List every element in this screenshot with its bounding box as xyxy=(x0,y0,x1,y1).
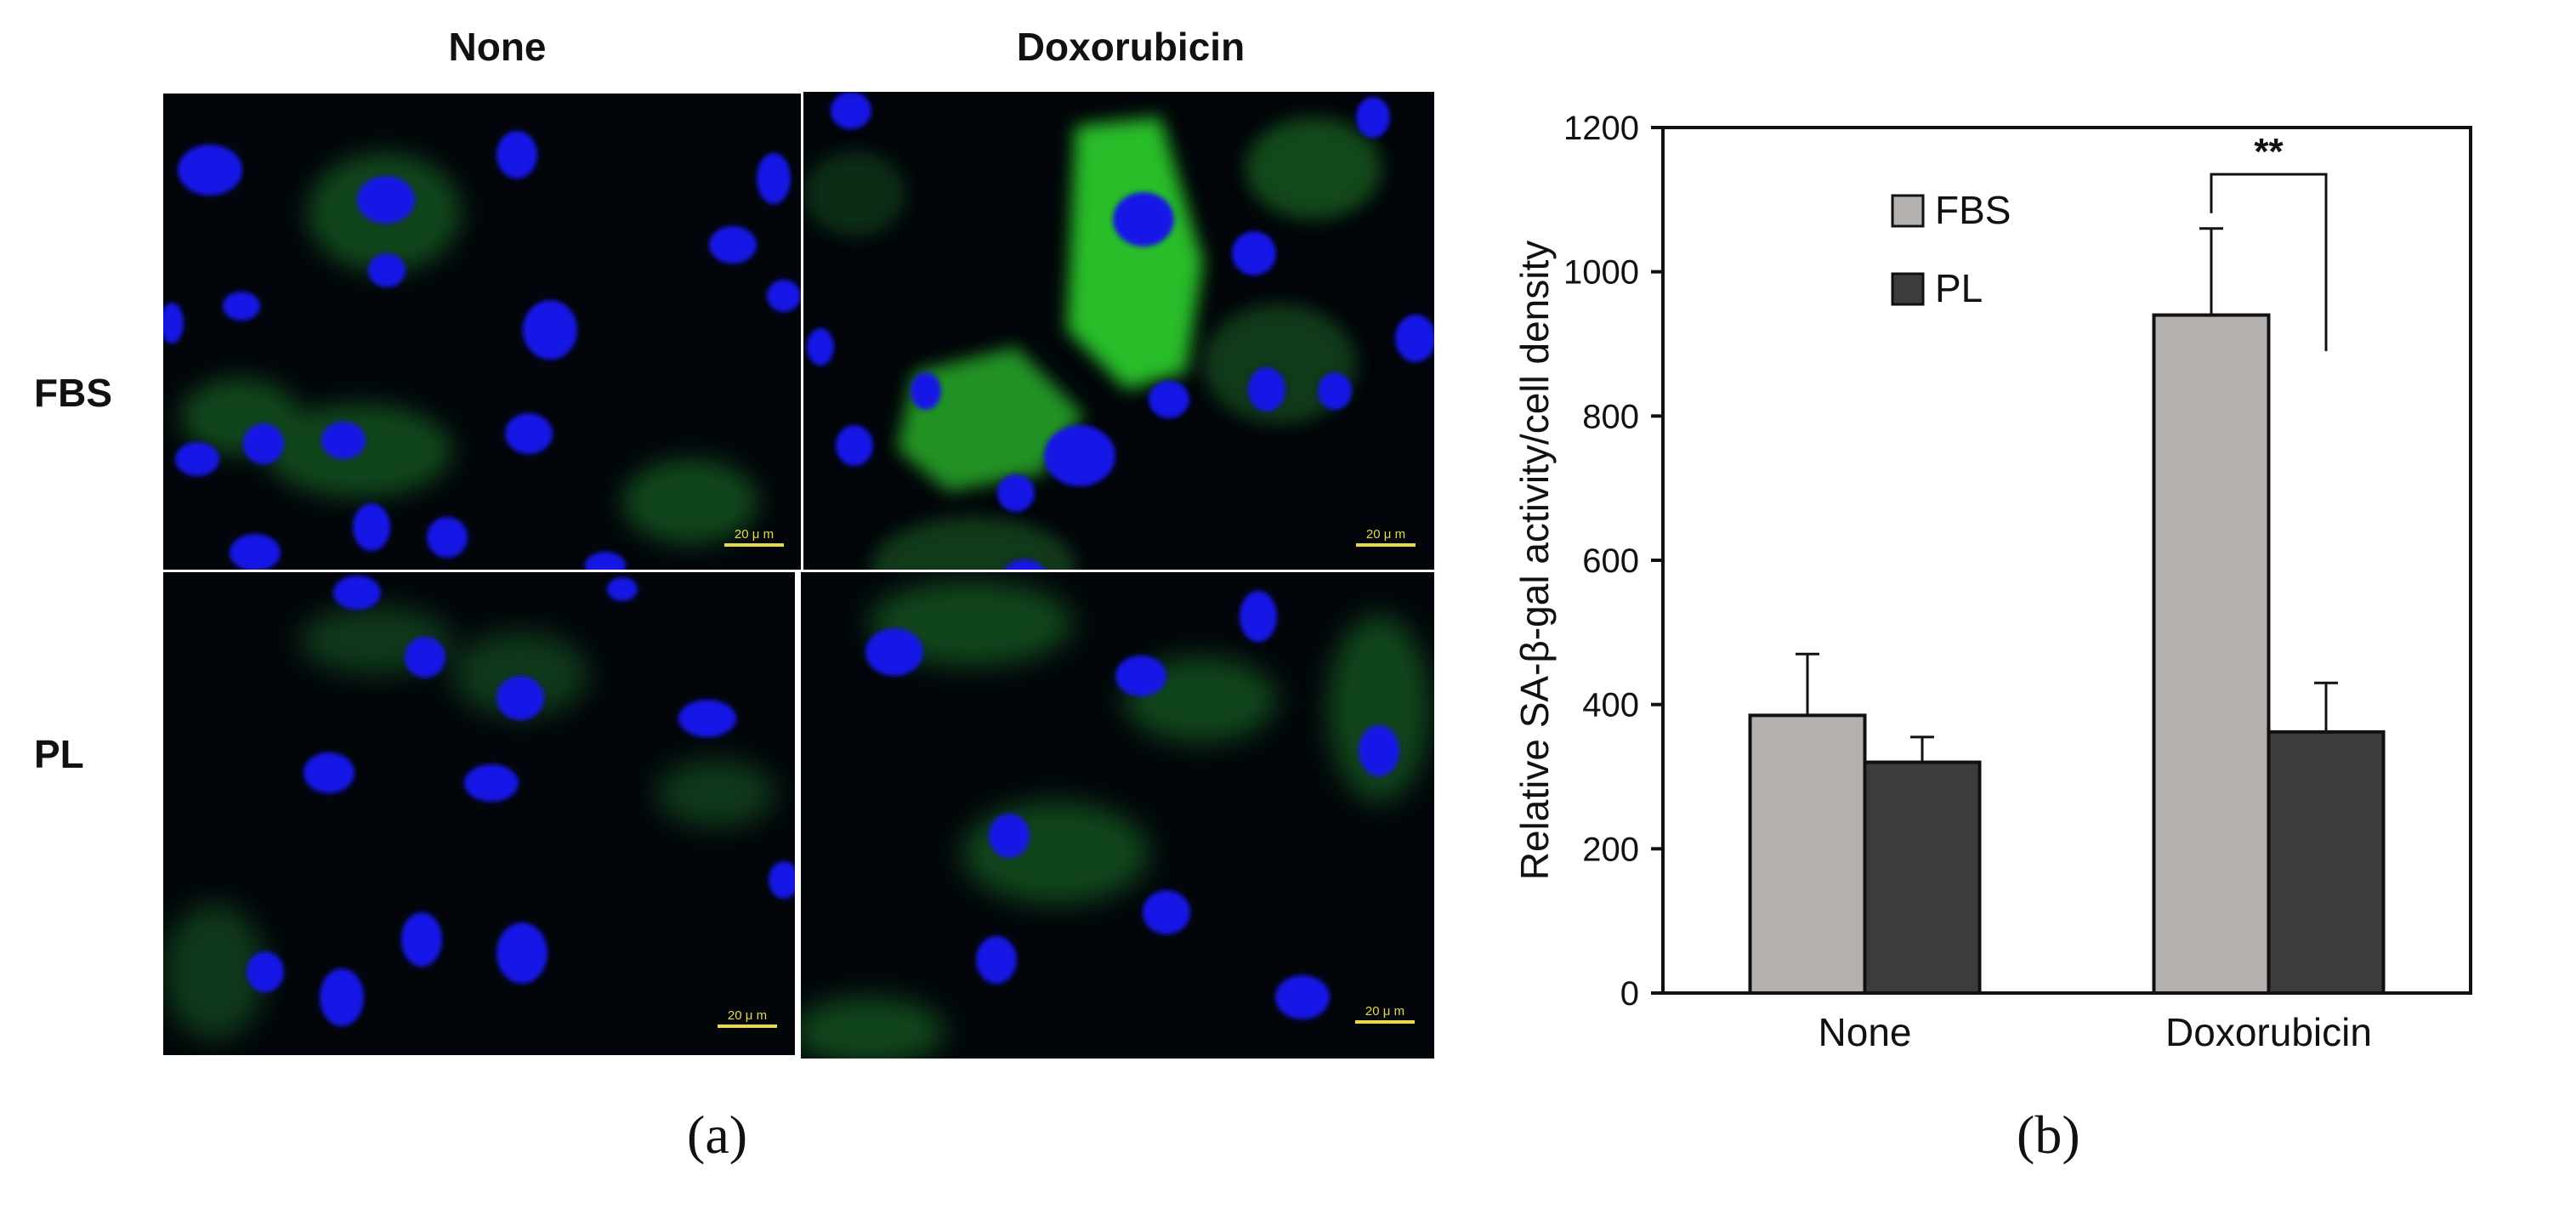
legend-label-pl: PL xyxy=(1935,266,1983,310)
micrograph-fbs-doxorubicin: 20 μ m xyxy=(803,92,1434,570)
bar-fbs-none xyxy=(1748,713,1867,995)
micrograph-fbs-none: 20 μ m xyxy=(163,94,801,570)
bar-chart: 0 200 400 600 800 1000 1200 Relative SA-β-gal a… xyxy=(1512,110,2472,1054)
column-header-doxorubicin: Doxorubicin xyxy=(1016,25,1245,69)
scale-bar: 20 μ m xyxy=(718,1008,777,1028)
micrograph-fbs-doxorubicin-image xyxy=(803,92,1434,570)
legend-label-fbs: FBS xyxy=(1935,188,2011,232)
scale-bar-label: 20 μ m xyxy=(727,1008,768,1023)
y-tick-label: 400 xyxy=(1582,687,1639,724)
y-tick-label: 0 xyxy=(1620,975,1639,1013)
scale-bar: 20 μ m xyxy=(1356,527,1416,547)
significance-label: ** xyxy=(2254,131,2284,173)
scale-bar-label: 20 μ m xyxy=(1365,527,1406,542)
column-header-none: None xyxy=(448,25,547,69)
micrograph-pl-none: 20 μ m xyxy=(163,572,795,1055)
micrograph-pl-doxorubicin-image xyxy=(801,581,1430,1059)
row-header-pl: PL xyxy=(34,732,84,776)
bar-pl-doxorubicin xyxy=(2267,729,2386,995)
caption-b: (b) xyxy=(2017,1104,2080,1165)
micrograph-pl-none-image xyxy=(163,576,795,1040)
bar-fbs-doxorubicin xyxy=(2152,313,2271,996)
significance-bracket xyxy=(2210,173,2328,351)
y-tick-label: 1200 xyxy=(1563,110,1639,147)
scale-bar-label: 20 μ m xyxy=(734,527,775,542)
micrograph-fbs-none-image xyxy=(163,131,801,570)
row-header-fbs: FBS xyxy=(34,371,112,415)
x-tick-label: None xyxy=(1819,1010,1912,1054)
caption-a: (a) xyxy=(687,1104,748,1165)
y-tick-label: 800 xyxy=(1582,398,1639,435)
bar-pl-none xyxy=(1863,760,1982,995)
y-tick-label: 200 xyxy=(1582,831,1639,868)
y-tick-label: 1000 xyxy=(1563,254,1639,292)
legend-swatch-fbs xyxy=(1891,194,1925,228)
scale-bar-label: 20 μ m xyxy=(1365,1004,1405,1019)
scale-bar: 20 μ m xyxy=(1355,1004,1415,1024)
y-tick-label: 600 xyxy=(1582,542,1639,580)
y-axis-label: Relative SA-β-gal activity/cell density xyxy=(1512,241,1557,881)
micrograph-pl-doxorubicin: 20 μ m xyxy=(801,572,1434,1059)
legend-swatch-pl xyxy=(1891,272,1925,306)
x-tick-label: Doxorubicin xyxy=(2165,1010,2372,1054)
scale-bar: 20 μ m xyxy=(724,527,784,547)
